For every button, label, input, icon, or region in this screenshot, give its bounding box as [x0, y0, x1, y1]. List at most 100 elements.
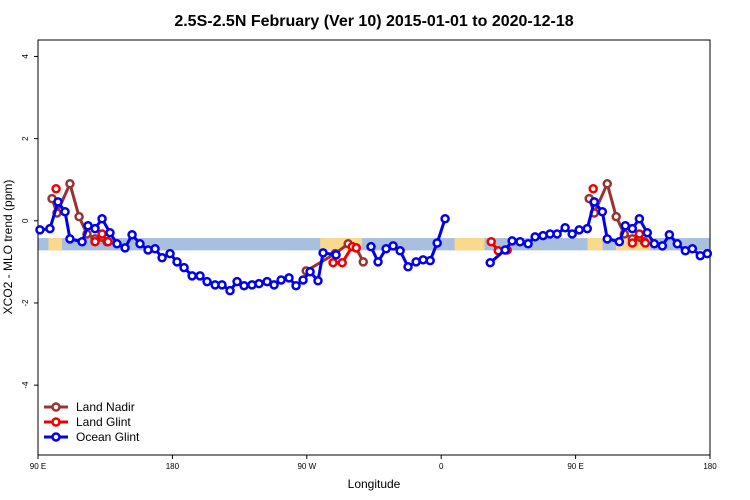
point	[135, 239, 145, 249]
point	[103, 236, 113, 247]
point	[672, 239, 683, 249]
point	[582, 223, 592, 234]
y-tick-label: -4	[21, 381, 30, 389]
point	[51, 183, 61, 194]
point	[373, 257, 383, 267]
legend-marker	[51, 432, 61, 442]
point	[611, 211, 621, 222]
legend-label: Land Glint	[76, 415, 131, 429]
point	[225, 285, 235, 296]
legend-label: Ocean Glint	[76, 430, 140, 444]
band-highlight	[48, 238, 62, 251]
point	[65, 234, 75, 244]
y-tick-label: -2	[21, 299, 30, 307]
point	[530, 232, 540, 242]
point	[567, 229, 577, 239]
point	[432, 238, 442, 248]
y-tick-label: 4	[21, 54, 30, 59]
chart-title: 2.5S-2.5N February (Ver 10) 2015-01-01 t…	[174, 13, 573, 30]
point	[358, 257, 368, 267]
point	[388, 241, 398, 251]
point	[165, 248, 175, 259]
point	[642, 227, 653, 238]
point	[602, 179, 613, 189]
point	[195, 271, 205, 281]
point	[97, 229, 107, 239]
legend-label: Land Nadir	[76, 400, 135, 414]
point	[523, 239, 533, 249]
x-tick-label: 90 E	[30, 462, 46, 471]
point	[179, 262, 189, 273]
x-tick-label: 180	[703, 462, 717, 471]
point	[395, 246, 405, 256]
point	[403, 262, 413, 272]
point	[172, 257, 182, 267]
x-tick-label: 90 W	[297, 462, 316, 471]
point	[127, 230, 137, 240]
point	[77, 236, 87, 247]
x-tick-label: 180	[166, 462, 180, 471]
legend-marker	[51, 417, 61, 427]
point	[239, 280, 249, 291]
point	[254, 278, 264, 289]
point	[90, 236, 100, 247]
point	[53, 197, 63, 207]
point	[366, 241, 376, 252]
point	[649, 239, 660, 249]
point	[351, 243, 361, 253]
point	[60, 207, 70, 217]
point	[515, 236, 525, 247]
point	[702, 248, 713, 259]
point	[232, 276, 242, 287]
series-line	[50, 179, 645, 273]
point	[602, 234, 613, 244]
x-tick-label: 0	[439, 462, 444, 471]
point	[485, 257, 495, 268]
point	[74, 211, 84, 222]
point	[574, 225, 584, 235]
point	[588, 183, 598, 194]
point	[97, 213, 107, 224]
point	[65, 179, 75, 189]
legend-marker	[51, 402, 61, 412]
point	[687, 243, 698, 254]
point	[217, 280, 227, 290]
point	[298, 275, 308, 285]
point	[634, 213, 645, 224]
point	[313, 276, 323, 286]
point	[664, 230, 675, 240]
point	[627, 238, 638, 248]
point	[291, 280, 301, 291]
point	[552, 229, 562, 239]
y-tick-label: 0	[21, 218, 30, 223]
point	[657, 241, 668, 251]
x-axis-label: Longitude	[348, 477, 401, 491]
point	[331, 250, 341, 260]
band-highlight	[587, 238, 603, 251]
point	[276, 275, 286, 285]
point	[627, 223, 638, 234]
point	[90, 223, 100, 234]
point	[486, 236, 496, 247]
band-highlight	[454, 238, 485, 251]
point	[318, 248, 328, 258]
point	[305, 266, 315, 277]
point	[187, 271, 197, 281]
y-axis-label: XCO2 - MLO trend (ppm)	[1, 180, 15, 315]
point	[120, 243, 130, 253]
x-tick-label: 90 E	[567, 462, 583, 471]
point	[425, 255, 435, 266]
point	[202, 276, 212, 287]
point	[597, 207, 608, 217]
point	[337, 257, 347, 268]
y-tick-label: 2	[21, 136, 30, 141]
point	[157, 253, 167, 263]
point	[35, 225, 45, 235]
point	[328, 257, 338, 268]
point	[589, 197, 600, 207]
point	[507, 236, 517, 246]
point	[269, 280, 279, 290]
point	[440, 213, 450, 224]
point	[262, 276, 272, 287]
